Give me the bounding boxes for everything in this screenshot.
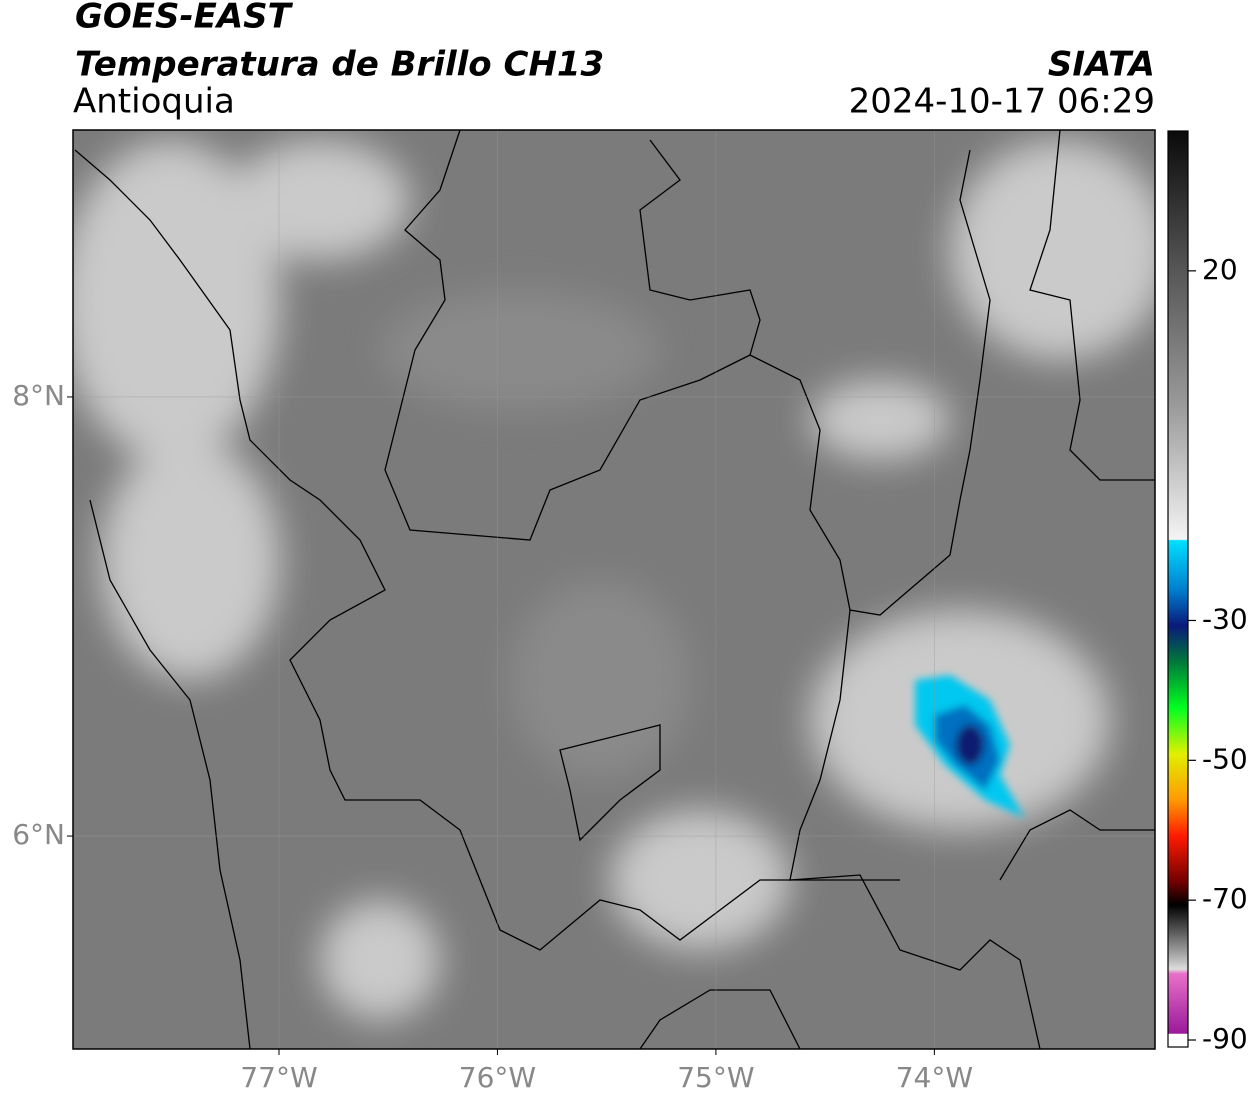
source: SIATA [1048,45,1155,85]
colorbar [1167,130,1189,1048]
x-tick-label: 77°W [240,1061,317,1094]
colorbar-tick-label: -30 [1202,602,1248,635]
graticule [73,130,1155,1049]
colorbar-tick-label: -70 [1202,882,1248,915]
x-tick-label: 75°W [677,1061,754,1094]
y-tick-label: 6°N [12,818,65,851]
satellite-image [73,130,1155,1049]
x-tick-label: 76°W [459,1061,536,1094]
map-frame [72,129,1156,1050]
colorbar-tick-label: -50 [1202,742,1248,775]
subtitle: Temperatura de Brillo CH13 [75,45,604,85]
colorbar-tick-label: 20 [1202,253,1238,286]
region: Antioquia [73,82,235,122]
datetime: 2024-10-17 06:29 [849,82,1155,122]
x-tick-label: 74°W [896,1061,973,1094]
colorbar-tick-label: -90 [1202,1022,1248,1055]
y-tick-label: 8°N [12,379,65,412]
title: GOES-EAST [75,0,294,37]
